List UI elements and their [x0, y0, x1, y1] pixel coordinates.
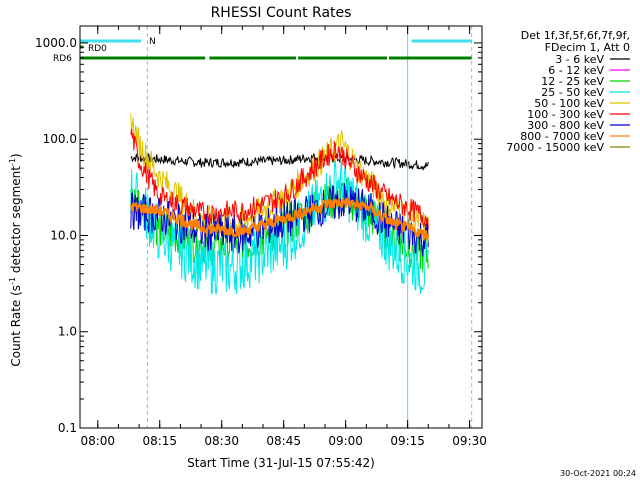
- x-axis-label: Start Time (31-Jul-15 07:55:42): [187, 456, 375, 470]
- legend-header-line2: FDecim 1, Att 0: [545, 41, 630, 54]
- x-tick-label-4: 09:00: [328, 434, 363, 448]
- legend-label-6: 300 - 800 keV: [527, 119, 604, 132]
- y-tick-label-2: 10.0: [50, 228, 77, 242]
- series-line-4: [130, 113, 429, 239]
- plot-frame: [79, 25, 483, 429]
- flag-label-rd0: RD0: [88, 44, 107, 54]
- y-axis-label: Count Rate (s-1 detector segment-1): [8, 153, 23, 366]
- ylabel-sup2: -1: [8, 158, 17, 166]
- y-tick-label-0: 1000.0: [35, 36, 77, 50]
- y-tick-label-3: 1.0: [58, 325, 77, 339]
- ylabel-sup1: -1: [8, 277, 17, 285]
- chart-title: RHESSI Count Rates: [211, 5, 352, 21]
- legend-label-3: 25 - 50 keV: [541, 86, 604, 99]
- plot-area: N RD0 RD6: [53, 26, 473, 428]
- series-line-0: [130, 151, 429, 171]
- legend-label-7: 800 - 7000 keV: [520, 130, 604, 143]
- x-tick-label-0: 08:00: [80, 434, 115, 448]
- flag-label-rd6: RD6: [53, 54, 72, 64]
- flag-label-n: N: [149, 37, 156, 47]
- legend-label-2: 12 - 25 keV: [541, 75, 604, 88]
- legend-label-5: 100 - 300 keV: [527, 108, 604, 121]
- footer-date: 30-Oct-2021 00:24: [560, 469, 636, 478]
- ylabel-end: ): [9, 153, 23, 158]
- legend-label-0: 3 - 6 keV: [555, 53, 604, 66]
- y-tick-label-1: 100.0: [43, 132, 77, 146]
- y-tick-label-4: 0.1: [58, 421, 77, 435]
- series-line-7: [129, 196, 430, 243]
- axes: 1000.0 100.0 10.0 1.0 0.108:00 08:15 08:30 08:4…: [35, 25, 487, 448]
- legend-label-8: 7000 - 15000 keV: [506, 141, 604, 154]
- legend-label-4: 50 - 100 keV: [534, 97, 604, 110]
- series-line-5: [130, 128, 429, 230]
- legend-label-1: 6 - 12 keV: [548, 64, 604, 77]
- legend: Det 1f,3f,5f,6f,7f,9f, FDecim 1, Att 0 3…: [506, 29, 630, 154]
- x-tick-label-5: 09:15: [390, 434, 425, 448]
- x-tick-label-3: 08:45: [266, 434, 301, 448]
- legend-header-line1: Det 1f,3f,5f,6f,7f,9f,: [521, 29, 630, 42]
- x-tick-label-6: 09:30: [452, 434, 487, 448]
- svg-text:Count Rate (s-1 detector segme: Count Rate (s-1 detector segment-1): [8, 153, 23, 366]
- x-tick-label-2: 08:30: [204, 434, 239, 448]
- ylabel-main: Count Rate (s: [9, 285, 23, 367]
- x-tick-label-1: 08:15: [142, 434, 177, 448]
- ylabel-mid: detector segment: [9, 166, 23, 277]
